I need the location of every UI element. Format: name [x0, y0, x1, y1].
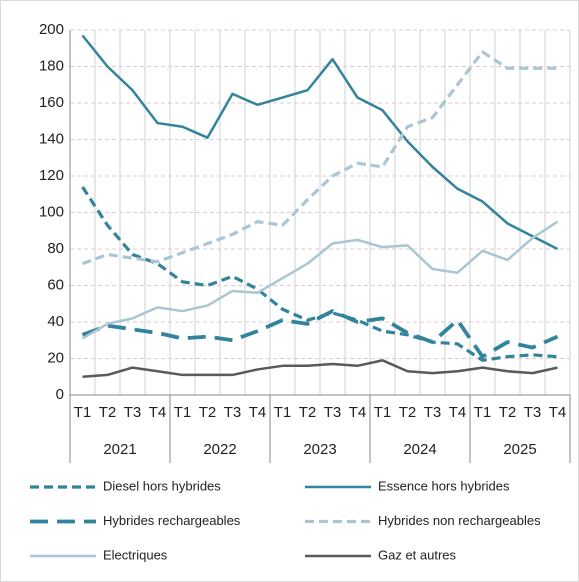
series-line — [81, 309, 559, 359]
legend-label: Hybrides rechargeables — [103, 513, 241, 528]
x-group-label: 2022 — [203, 441, 236, 458]
x-tick-label: T4 — [349, 404, 367, 421]
x-group-label: 2021 — [103, 441, 136, 458]
legend-label: Hybrides non rechargeables — [378, 513, 541, 528]
legend-label: Diesel hors hybrides — [103, 478, 221, 493]
series-line — [81, 220, 559, 340]
x-tick-label: T1 — [174, 404, 192, 421]
y-tick-label: 120 — [39, 167, 64, 184]
x-tick-label: T1 — [74, 404, 92, 421]
x-tick-label: T4 — [449, 404, 467, 421]
x-group-label: 2024 — [403, 441, 436, 458]
x-tick-label: T4 — [549, 404, 567, 421]
y-tick-label: 60 — [47, 276, 64, 293]
x-tick-label: T3 — [224, 404, 242, 421]
x-tick-label: T2 — [399, 404, 417, 421]
x-tick-label: T3 — [524, 404, 542, 421]
series-line — [81, 50, 558, 266]
x-tick-label: T1 — [474, 404, 492, 421]
y-tick-label: 40 — [47, 313, 64, 330]
x-tick-label: T3 — [124, 404, 142, 421]
y-tick-label: 140 — [39, 130, 64, 147]
x-tick-label: T4 — [149, 404, 167, 421]
y-tick-label: 180 — [39, 57, 64, 74]
y-tick-label: 100 — [39, 203, 64, 220]
y-tick-label: 0 — [56, 386, 64, 403]
x-tick-label: T3 — [424, 404, 442, 421]
x-group-label: 2025 — [503, 441, 536, 458]
y-tick-label: 80 — [47, 240, 64, 257]
series-line — [82, 359, 558, 378]
series-line — [81, 34, 559, 251]
x-tick-label: T2 — [199, 404, 217, 421]
x-tick-label: T4 — [249, 404, 267, 421]
x-group-label: 2023 — [303, 441, 336, 458]
y-tick-label: 200 — [39, 21, 64, 38]
x-tick-label: T2 — [499, 404, 517, 421]
legend-label: Gaz et autres — [378, 547, 457, 562]
y-tick-label: 20 — [47, 349, 64, 366]
x-tick-label: T3 — [324, 404, 342, 421]
x-tick-label: T1 — [274, 404, 292, 421]
legend-label: Electriques — [103, 547, 168, 562]
x-tick-label: T1 — [374, 404, 392, 421]
y-tick-label: 160 — [39, 94, 64, 111]
legend-label: Essence hors hybrides — [378, 478, 510, 493]
x-tick-label: T2 — [299, 404, 317, 421]
x-tick-label: T2 — [99, 404, 117, 421]
